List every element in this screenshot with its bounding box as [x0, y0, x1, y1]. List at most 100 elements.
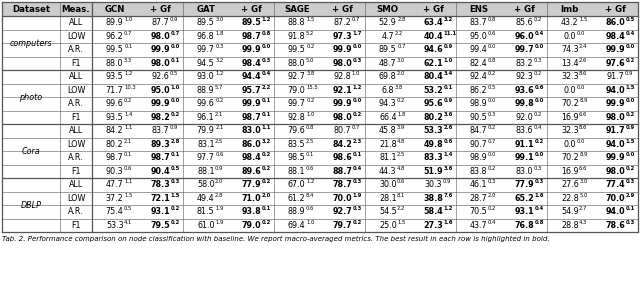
Text: 0.3: 0.3 [171, 179, 180, 184]
Text: A.R.: A.R. [68, 207, 84, 216]
Text: 77.9: 77.9 [241, 180, 261, 189]
Text: 37.2: 37.2 [106, 194, 124, 203]
Text: 61.0: 61.0 [197, 221, 214, 230]
Text: 92.7: 92.7 [332, 207, 352, 216]
Text: 0.0: 0.0 [353, 98, 362, 103]
Text: 0.3: 0.3 [534, 58, 542, 63]
Text: 83.3: 83.3 [424, 153, 443, 162]
Text: 0.3: 0.3 [353, 206, 362, 211]
Text: 0.6: 0.6 [306, 206, 314, 211]
Text: 0.5: 0.5 [124, 206, 132, 211]
Text: 2.8: 2.8 [215, 193, 223, 198]
Text: 77.9: 77.9 [515, 180, 534, 189]
Text: 92.4: 92.4 [470, 72, 488, 81]
Text: 4.3: 4.3 [579, 220, 588, 225]
Text: 0.9: 0.9 [170, 125, 178, 130]
Text: 94.0: 94.0 [605, 207, 625, 216]
Text: 83.8: 83.8 [470, 167, 488, 176]
Text: 87.7: 87.7 [152, 18, 169, 27]
Text: 1.5: 1.5 [579, 17, 588, 22]
Text: 78.7: 78.7 [332, 180, 352, 189]
Text: 15.5: 15.5 [306, 85, 318, 90]
Text: 5.2: 5.2 [306, 31, 314, 36]
Text: 0.4: 0.4 [353, 166, 362, 171]
Text: 70.5: 70.5 [470, 207, 488, 216]
Text: 0.0: 0.0 [563, 32, 576, 41]
Text: 0.3: 0.3 [488, 112, 497, 117]
Text: 3.8: 3.8 [306, 71, 314, 76]
Text: 0.9: 0.9 [170, 17, 178, 22]
Text: 1.2: 1.2 [444, 206, 453, 211]
Text: 25.0: 25.0 [379, 221, 397, 230]
Text: 3.2: 3.2 [262, 139, 271, 144]
Text: LOW: LOW [67, 32, 85, 41]
Text: computers: computers [10, 39, 52, 47]
Text: 1.1: 1.1 [124, 125, 132, 130]
Text: 88.7: 88.7 [332, 167, 352, 176]
Text: 49.4: 49.4 [197, 194, 214, 203]
Text: 1.9: 1.9 [215, 206, 223, 211]
Text: 5.0: 5.0 [306, 58, 314, 63]
Text: 98.2: 98.2 [150, 113, 170, 122]
Text: 43.7: 43.7 [470, 221, 488, 230]
Text: 0.0: 0.0 [262, 44, 271, 49]
Text: 93.5: 93.5 [106, 113, 124, 122]
Text: 78.3: 78.3 [150, 180, 170, 189]
Text: 92.1: 92.1 [332, 86, 352, 95]
Bar [2, 164, 638, 178]
Text: 0.7: 0.7 [397, 44, 406, 49]
Text: 1.2: 1.2 [215, 71, 223, 76]
Text: 3.6: 3.6 [444, 112, 453, 117]
Text: 80.2: 80.2 [106, 140, 124, 149]
Text: 99.8: 99.8 [515, 99, 534, 108]
Text: 70.2: 70.2 [561, 99, 579, 108]
Text: 90.5: 90.5 [470, 113, 488, 122]
Text: 70.2: 70.2 [561, 153, 579, 162]
Text: 97.3: 97.3 [332, 32, 352, 41]
Text: 0.1: 0.1 [262, 98, 271, 103]
Text: 0.8: 0.8 [488, 17, 497, 22]
Text: 0.2: 0.2 [626, 166, 635, 171]
Text: 99.9: 99.9 [241, 45, 261, 54]
Text: 0.2: 0.2 [171, 220, 180, 225]
Text: 0.3: 0.3 [262, 58, 271, 63]
Text: 99.5: 99.5 [288, 45, 306, 54]
Text: 7.6: 7.6 [444, 193, 453, 198]
Text: 0.0: 0.0 [534, 98, 544, 103]
Text: 81.5: 81.5 [197, 207, 214, 216]
Text: 0.0: 0.0 [488, 152, 497, 157]
Text: GCN: GCN [104, 5, 125, 14]
Text: 28.8: 28.8 [561, 221, 579, 230]
Text: 0.6: 0.6 [306, 166, 314, 171]
Text: 98.0: 98.0 [332, 113, 352, 122]
Text: 43.2: 43.2 [561, 18, 579, 27]
Text: 0.4: 0.4 [534, 206, 544, 211]
Text: 0.1: 0.1 [124, 152, 132, 157]
Text: 0.9: 0.9 [215, 166, 223, 171]
Text: 2.0: 2.0 [397, 71, 405, 76]
Text: 16.9: 16.9 [561, 113, 579, 122]
Text: 2.5: 2.5 [397, 152, 405, 157]
Text: 90.7: 90.7 [470, 140, 488, 149]
Text: 2.4: 2.4 [579, 44, 588, 49]
Text: 78.6: 78.6 [605, 221, 625, 230]
Text: 99.6: 99.6 [106, 99, 124, 108]
Text: 4.7: 4.7 [381, 32, 394, 41]
Text: + Gf: + Gf [241, 5, 262, 14]
Text: photo: photo [19, 92, 43, 102]
Text: 54.5: 54.5 [379, 207, 397, 216]
Text: 79.0: 79.0 [288, 86, 306, 95]
Text: 0.2: 0.2 [625, 58, 635, 63]
Text: 88.0: 88.0 [288, 59, 305, 68]
Text: 0.9: 0.9 [444, 44, 453, 49]
Text: 0.5: 0.5 [171, 166, 180, 171]
Text: 91.7: 91.7 [605, 126, 625, 135]
Text: 98.5: 98.5 [288, 153, 306, 162]
Text: 0.2: 0.2 [626, 112, 635, 117]
Text: 0.0: 0.0 [625, 44, 635, 49]
Text: 88.1: 88.1 [288, 167, 305, 176]
Text: 2.0: 2.0 [215, 179, 223, 184]
Text: 83.6: 83.6 [515, 126, 533, 135]
Text: 53.3: 53.3 [106, 221, 124, 230]
Text: 0.4: 0.4 [534, 125, 542, 130]
